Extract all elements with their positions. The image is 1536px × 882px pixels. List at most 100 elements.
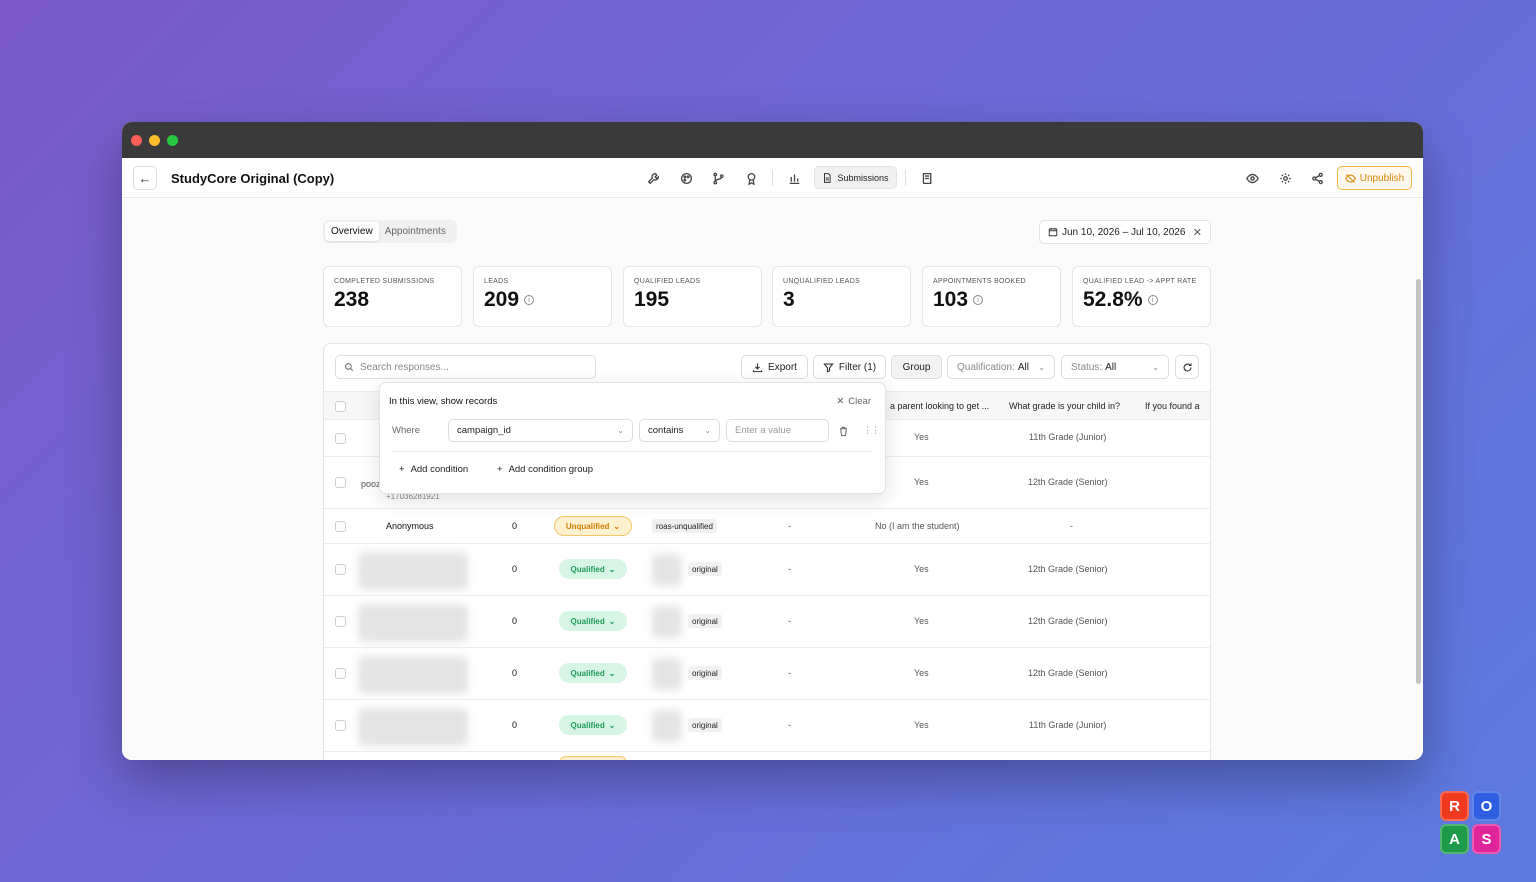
dash-cell: - xyxy=(788,720,791,730)
status-badge[interactable]: Unqualified ⌄ xyxy=(554,516,632,536)
close-window-button[interactable] xyxy=(131,135,142,146)
table-row[interactable]: 0 Qualified ⌄ original - Yes 12th Grade (… xyxy=(324,596,1210,648)
table-row[interactable]: 0 Qualified ⌄ original - Yes 12th Grade (… xyxy=(324,648,1210,700)
share-icon[interactable] xyxy=(1306,167,1328,189)
info-icon[interactable]: i xyxy=(1147,295,1158,305)
table-row[interactable]: pooz +17036281921 Yes 12th Grade (Senior… xyxy=(324,457,1210,509)
chevron-down-icon: ⌄ xyxy=(608,668,616,678)
row-checkbox[interactable] xyxy=(335,668,346,679)
status-badge[interactable]: Qualified ⌄ xyxy=(559,559,627,579)
export-button[interactable]: Export xyxy=(741,355,808,379)
filter-operator-select[interactable]: contains ⌄ xyxy=(639,419,720,442)
column-header[interactable]: If you found a xyxy=(1145,401,1200,411)
stat-label: UNQUALIFIED LEADS xyxy=(783,278,861,285)
column-header[interactable]: a parent looking to get ... xyxy=(890,401,990,411)
clear-date-icon[interactable]: ✕ xyxy=(1192,226,1202,239)
book-icon[interactable] xyxy=(916,167,938,189)
redacted-name xyxy=(358,604,468,642)
trash-icon xyxy=(840,426,847,437)
app-header: ← StudyCore Original (Copy) Submissions … xyxy=(122,158,1423,198)
main-content: Overview Appointments Jun 10, 2026 – Jul… xyxy=(122,199,1423,760)
filter-button[interactable]: Filter (1) xyxy=(813,355,886,379)
date-range-picker[interactable]: Jun 10, 2026 – Jul 10, 2026 ✕ xyxy=(1039,220,1211,244)
stats-cards: COMPLETED SUBMISSIONS 238 LEADS 209 i QUA… xyxy=(323,266,1211,327)
unpublish-label: Unpublish xyxy=(1359,172,1405,184)
row-checkbox[interactable] xyxy=(335,433,346,444)
back-button[interactable]: ← xyxy=(133,166,157,190)
view-tabs: Overview Appointments xyxy=(323,220,457,243)
search-placeholder: Search responses... xyxy=(360,361,449,373)
filter-value-input[interactable]: Enter a value xyxy=(726,419,829,442)
row-checkbox[interactable] xyxy=(335,477,346,488)
tab-submissions[interactable]: Submissions xyxy=(814,166,897,189)
tag-badge: roas-unqualified xyxy=(652,519,717,533)
maximize-window-button[interactable] xyxy=(167,135,178,146)
filter-popover: In this view, show records ✕ Clear Where … xyxy=(379,382,886,494)
tag-badge: original xyxy=(688,614,722,628)
info-icon[interactable]: i xyxy=(973,295,984,305)
select-all-checkbox[interactable] xyxy=(335,401,346,412)
status-badge-label: Qualified xyxy=(570,668,605,678)
info-icon[interactable]: i xyxy=(524,295,535,305)
search-icon xyxy=(345,363,354,372)
count-cell: 0 xyxy=(512,668,518,678)
wrench-icon[interactable] xyxy=(642,167,664,189)
refresh-button[interactable] xyxy=(1175,355,1199,379)
tab-overview[interactable]: Overview xyxy=(325,222,379,241)
column-header[interactable]: What grade is your child in? xyxy=(1009,401,1121,411)
row-checkbox[interactable] xyxy=(335,720,346,731)
eye-icon[interactable] xyxy=(1241,167,1263,189)
add-condition-button[interactable]: + Add condition xyxy=(399,464,468,475)
branch-icon[interactable] xyxy=(707,167,729,189)
chevron-down-icon: ⌄ xyxy=(608,564,616,574)
minimize-window-button[interactable] xyxy=(149,135,160,146)
status-select[interactable]: Status: All ⌄ xyxy=(1061,355,1169,379)
chevron-down-icon: ⌄ xyxy=(613,521,621,531)
status-badge[interactable]: Qualified ⌄ xyxy=(559,715,627,735)
table-row[interactable]: 0 Qualified ⌄ original - Yes 12th Grade (… xyxy=(324,544,1210,596)
drag-handle-icon[interactable]: ⋮⋮ xyxy=(863,425,880,435)
redacted-name xyxy=(358,552,468,590)
award-icon[interactable] xyxy=(740,167,762,189)
filter-field-select[interactable]: campaign_id ⌄ xyxy=(448,419,633,442)
delete-condition-button[interactable] xyxy=(838,424,850,437)
dash-cell: - xyxy=(788,564,791,574)
tab-appointments[interactable]: Appointments xyxy=(384,226,446,237)
add-condition-group-button[interactable]: + Add condition group xyxy=(497,464,593,475)
qualification-select[interactable]: Qualification: All ⌄ xyxy=(947,355,1055,379)
logo-tile: A xyxy=(1440,824,1469,854)
grade-cell: 12th Grade (Senior) xyxy=(1028,668,1108,678)
vertical-scrollbar[interactable] xyxy=(1416,279,1421,684)
search-input[interactable]: Search responses... xyxy=(335,355,596,379)
download-icon xyxy=(752,362,763,372)
unpublish-button[interactable]: Unpublish xyxy=(1337,166,1412,190)
status-badge[interactable]: Qualified ⌄ xyxy=(559,611,627,631)
close-icon: ✕ xyxy=(836,396,845,407)
add-condition-group-label: Add condition group xyxy=(508,464,594,475)
palette-icon[interactable] xyxy=(675,167,697,189)
stat-card-leads: LEADS 209 i xyxy=(473,266,612,327)
stat-card-unqualified-leads: UNQUALIFIED LEADS 3 xyxy=(772,266,911,327)
bar-chart-icon[interactable] xyxy=(783,167,805,189)
gear-icon[interactable] xyxy=(1274,167,1296,189)
stat-label: QUALIFIED LEAD -> APPT RATE xyxy=(1083,278,1197,285)
stat-value: 3 xyxy=(783,288,795,311)
row-checkbox[interactable] xyxy=(335,521,346,532)
grade-cell: 12th Grade (Senior) xyxy=(1028,564,1108,574)
group-button[interactable]: Group xyxy=(891,355,942,379)
status-badge[interactable]: Qualified ⌄ xyxy=(559,663,627,683)
row-checkbox[interactable] xyxy=(335,564,346,575)
filter-icon xyxy=(823,363,834,372)
table-row[interactable]: Anonymous 0 Unqualified ⌄ roas-unqualifie… xyxy=(324,509,1210,544)
redacted-name xyxy=(358,708,468,746)
table-row[interactable]: 0 Qualified ⌄ original - Yes 11th Grade (… xyxy=(324,700,1210,752)
count-cell: 0 xyxy=(512,720,518,730)
row-checkbox[interactable] xyxy=(335,616,346,627)
parent-cell: Yes xyxy=(914,616,929,626)
group-label: Group xyxy=(902,361,931,373)
chevron-down-icon: ⌄ xyxy=(608,720,616,730)
status-badge[interactable] xyxy=(559,756,627,760)
filter-operator-value: contains xyxy=(648,425,684,436)
clear-filter-button[interactable]: ✕ Clear xyxy=(836,396,871,407)
redacted-name xyxy=(358,656,468,694)
